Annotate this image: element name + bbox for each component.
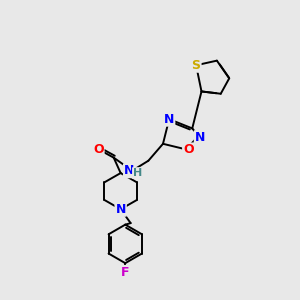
Text: F: F [121, 266, 130, 279]
Text: S: S [192, 59, 201, 72]
Text: N: N [116, 203, 126, 216]
Text: N: N [164, 113, 174, 126]
Text: H: H [133, 168, 142, 178]
Text: O: O [93, 143, 104, 156]
Text: N: N [195, 131, 205, 144]
Text: N: N [124, 164, 134, 177]
Text: O: O [183, 143, 194, 157]
